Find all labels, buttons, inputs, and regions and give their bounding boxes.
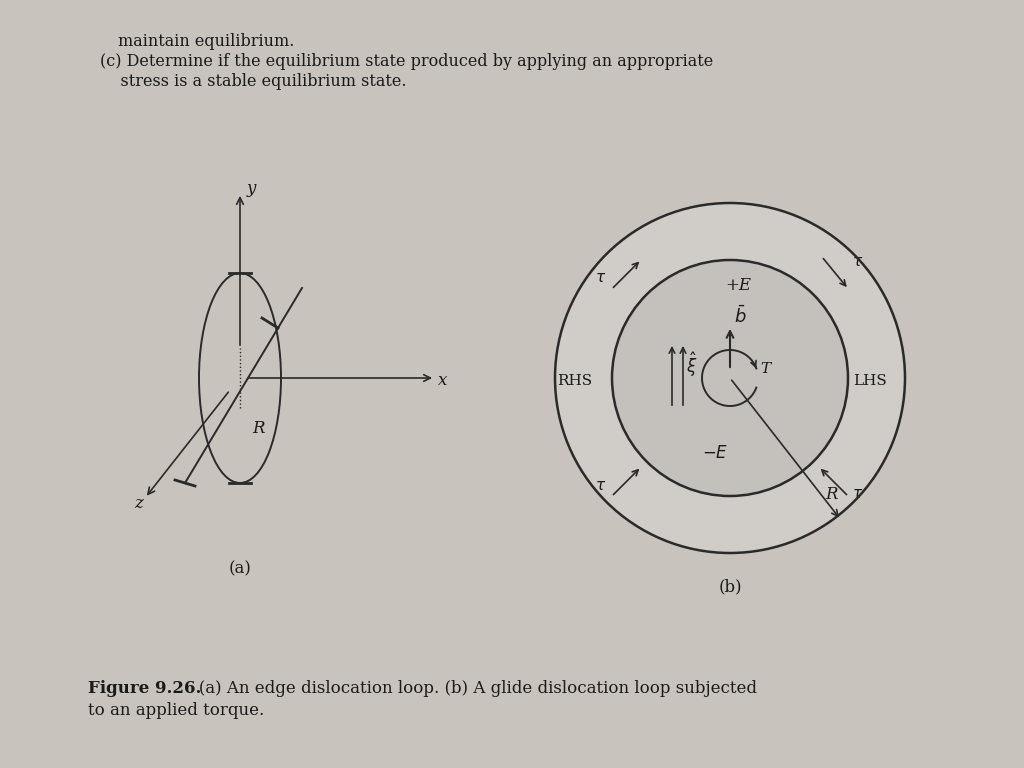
Text: $\bar{b}$: $\bar{b}$ <box>734 306 746 327</box>
Text: $\tau$: $\tau$ <box>595 271 606 286</box>
Text: Figure 9.26.: Figure 9.26. <box>88 680 202 697</box>
Text: $\tau$: $\tau$ <box>595 478 606 492</box>
Text: R: R <box>252 420 264 437</box>
Circle shape <box>555 203 905 553</box>
Text: $\tau$: $\tau$ <box>852 487 863 501</box>
Text: RHS: RHS <box>557 374 592 388</box>
Text: $\hat{\xi}$: $\hat{\xi}$ <box>686 350 697 379</box>
Text: maintain equilibrium.: maintain equilibrium. <box>118 33 294 50</box>
Text: R: R <box>825 485 838 502</box>
Text: +E: +E <box>725 277 751 294</box>
Text: LHS: LHS <box>853 374 887 388</box>
Text: (a) An edge dislocation loop. (b) A glide dislocation loop subjected: (a) An edge dislocation loop. (b) A glid… <box>183 680 757 697</box>
Text: y: y <box>247 180 256 197</box>
Text: (b): (b) <box>718 578 741 595</box>
Circle shape <box>612 260 848 496</box>
Text: z: z <box>134 495 142 512</box>
Text: to an applied torque.: to an applied torque. <box>88 702 264 719</box>
Text: stress is a stable equilibrium state.: stress is a stable equilibrium state. <box>100 73 407 90</box>
Text: $\tau$: $\tau$ <box>852 256 863 270</box>
Text: x: x <box>438 372 447 389</box>
Text: (a): (a) <box>228 560 252 577</box>
Text: (c) Determine if the equilibrium state produced by applying an appropriate: (c) Determine if the equilibrium state p… <box>100 53 714 70</box>
Text: T: T <box>760 362 770 376</box>
Text: $-E$: $-E$ <box>701 445 728 462</box>
